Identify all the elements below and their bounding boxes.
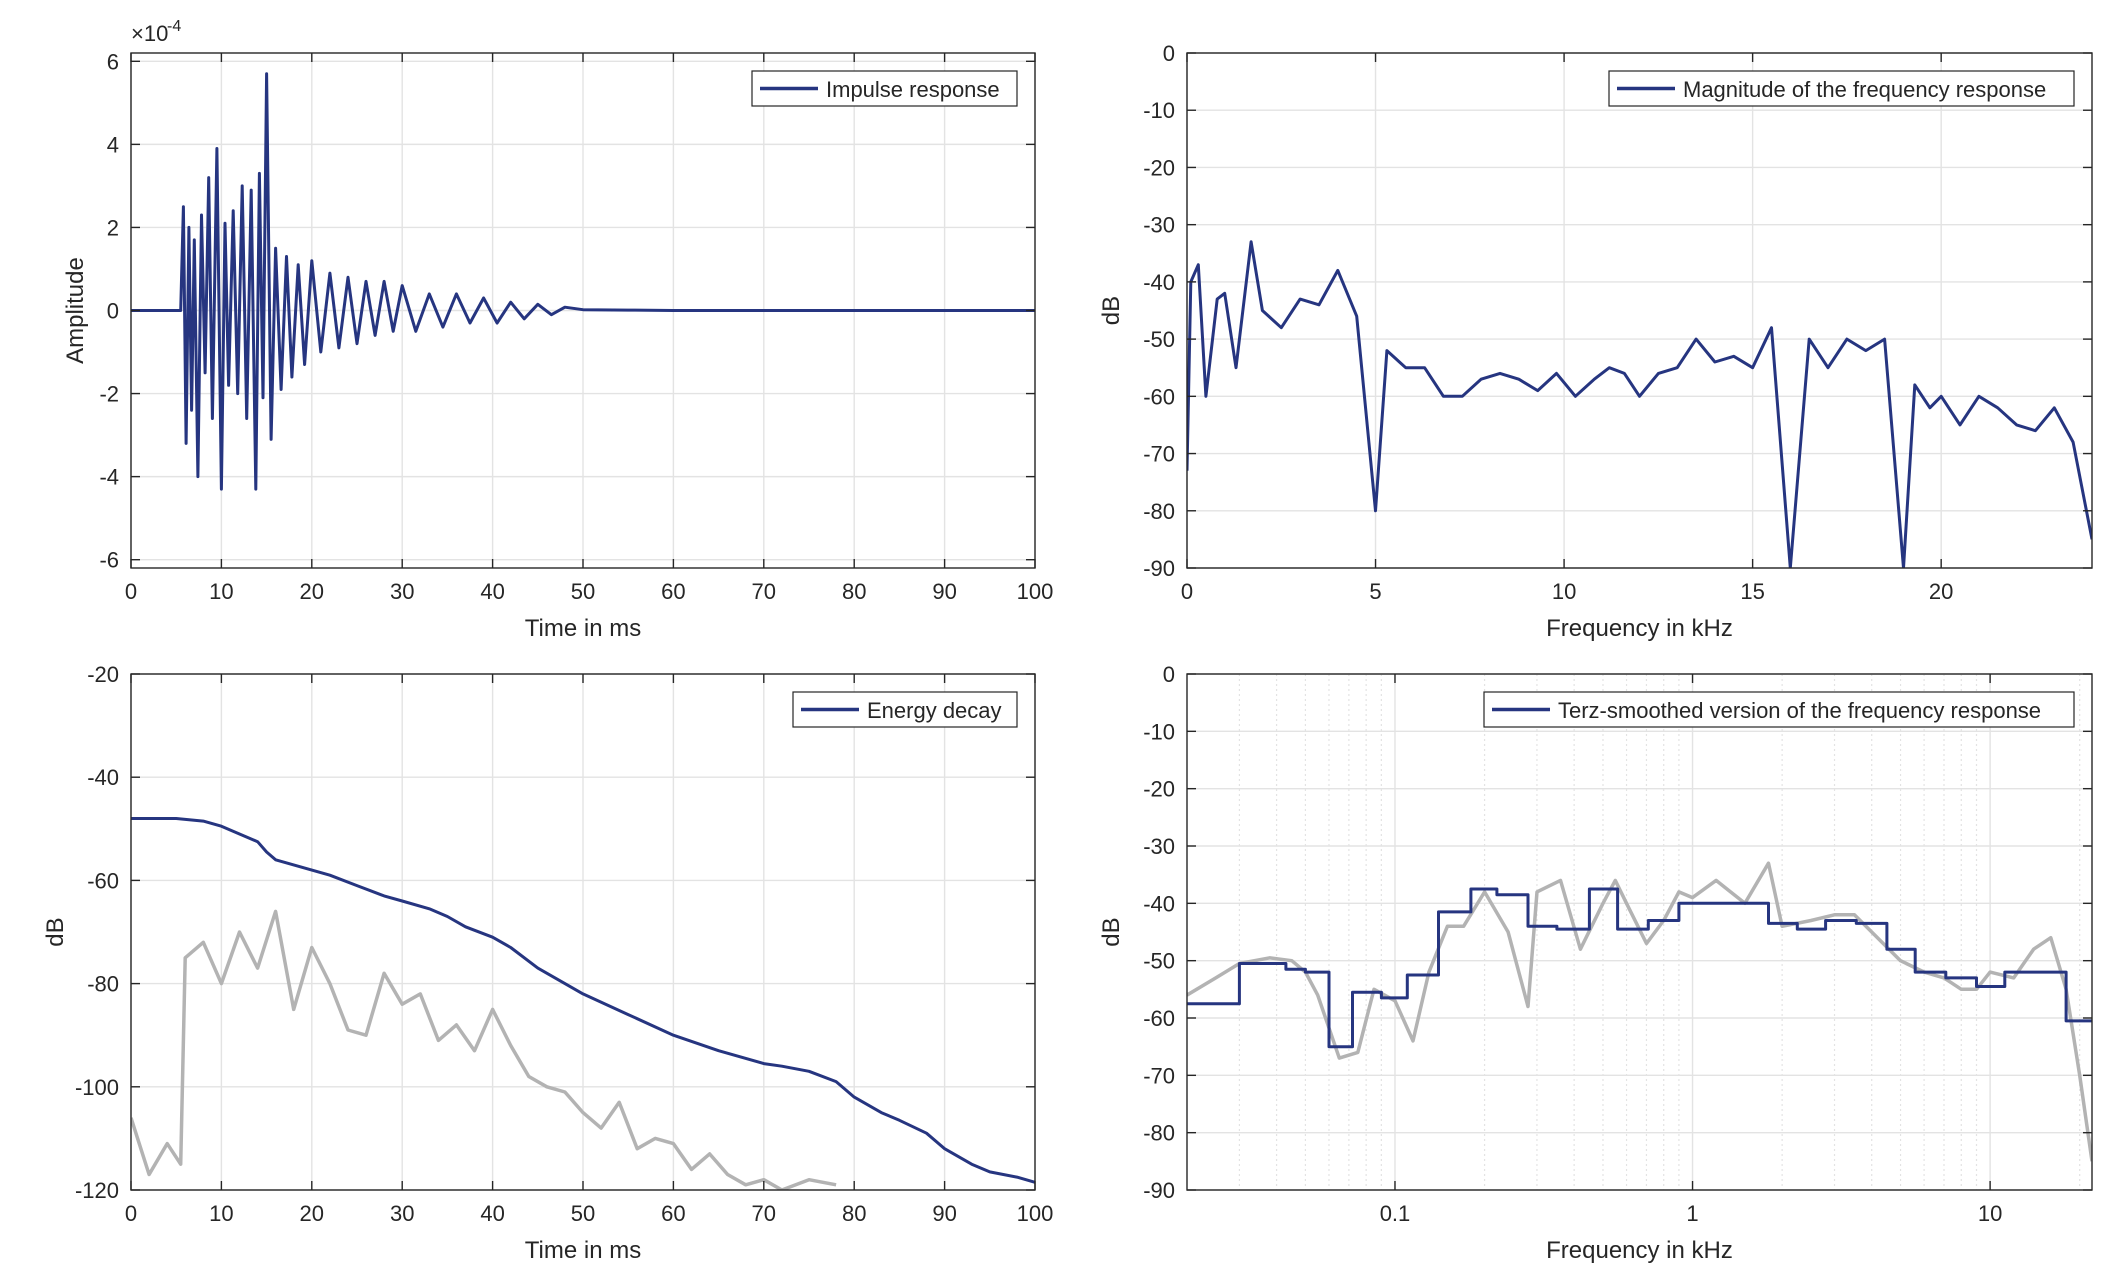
x-tick-label: 0 [1181,579,1193,604]
series-line [131,817,1035,1184]
series-line [1187,240,2092,568]
y-tick-label: -6 [99,548,119,573]
y-tick-label: -50 [1143,327,1175,352]
y-tick-label: -60 [87,868,119,893]
y-tick-label: -40 [1143,891,1175,916]
x-axis-label: Frequency in kHz [1546,615,1733,642]
y-axis-label: Amplitude [62,257,89,364]
x-tick-label: 10 [209,579,233,604]
legend-label: Energy decay [867,698,1002,723]
y-tick-label: -90 [1143,1178,1175,1203]
legend-box [1483,691,2075,728]
y-tick-label: -90 [1143,556,1175,581]
x-tick-label: 0.1 [1380,1201,1411,1226]
x-axis-label: Frequency in kHz [1546,1237,1733,1264]
y-tick-label: 0 [107,299,119,324]
reference-line [1187,861,2092,1162]
x-tick-label: 30 [390,579,414,604]
x-axis-label: Time in ms [525,1237,641,1264]
y-tick-label: -60 [1143,384,1175,409]
x-tick-label: 10 [209,1201,233,1226]
y-axis-label: dB [1098,296,1125,325]
y-tick-label: -30 [1143,213,1175,238]
y-tick-label: -70 [1143,1063,1175,1088]
y-tick-label: -70 [1143,442,1175,467]
y-axis-label: dB [1098,917,1125,946]
y-tick-label: -40 [1143,270,1175,295]
legend-label: Terz-smoothed version of the frequency r… [1558,698,2041,723]
exponent-power: -4 [167,18,181,35]
series-line [131,72,1035,491]
axes-box [1186,673,2093,1191]
x-tick-label: 50 [571,1201,595,1226]
x-tick-label: 15 [1740,579,1764,604]
x-tick-label: 60 [661,1201,685,1226]
y-tick-label: -50 [1143,949,1175,974]
y-tick-label: -100 [75,1075,119,1100]
x-tick-label: 1 [1686,1201,1698,1226]
y-tick-label: -30 [1143,834,1175,859]
y-tick-label: 4 [107,132,119,157]
legend-box [1608,70,2075,107]
x-tick-label: 30 [390,1201,414,1226]
panel-decay: 0 10 20 30 40 50 60 70 80 90 100 -20 -40 -60 -80 -100 -1… [42,662,1053,1264]
y-tick-label: -20 [1143,155,1175,180]
x-tick-label: 90 [932,579,956,604]
y-tick-label: 6 [107,49,119,74]
y-tick-label: -10 [1143,719,1175,744]
y-tick-label: 2 [107,215,119,240]
y-tick-label: -4 [99,465,119,490]
x-tick-label: 70 [752,579,776,604]
exponent-label: ×10 [131,21,168,46]
y-tick-label: -2 [99,382,119,407]
legend-label: Magnitude of the frequency response [1683,77,2046,102]
y-axis-label: dB [42,917,69,946]
y-tick-label: -60 [1143,1006,1175,1031]
y-tick-label: -20 [87,662,119,687]
x-tick-label: 40 [480,1201,504,1226]
x-tick-label: 20 [300,1201,324,1226]
y-tick-label: -20 [1143,777,1175,802]
x-tick-label: 80 [842,1201,866,1226]
reference-line [131,909,837,1190]
x-tick-label: 100 [1017,1201,1054,1226]
x-tick-label: 90 [932,1201,956,1226]
x-tick-label: 80 [842,579,866,604]
panel-magnitude: 0 5 10 15 20 0 -10 -20 -30 -40 -50 -60 -70 -80 -90 Freq… [1098,41,2093,642]
series-line [1187,887,2092,1049]
x-tick-label: 20 [1929,579,1953,604]
x-tick-label: 0 [125,579,137,604]
y-tick-label: -120 [75,1178,119,1203]
x-tick-label: 5 [1369,579,1381,604]
x-tick-label: 60 [661,579,685,604]
y-tick-label: -40 [87,765,119,790]
x-tick-label: 0 [125,1201,137,1226]
x-tick-label: 20 [300,579,324,604]
y-tick-label: -80 [1143,1121,1175,1146]
panel-terz: 0.1 1 10 0 -10 -20 -30 -40 -50 -60 -70 -80 -90 Freque… [1098,662,2093,1264]
x-tick-label: 70 [752,1201,776,1226]
legend-label: Impulse response [826,77,1000,102]
y-tick-label: 0 [1163,41,1175,66]
y-tick-label: -80 [1143,499,1175,524]
x-tick-label: 100 [1017,579,1054,604]
axes-box [1186,52,2093,569]
y-tick-label: -10 [1143,98,1175,123]
y-tick-label: 0 [1163,662,1175,687]
x-tick-label: 40 [480,579,504,604]
y-tick-label: -80 [87,972,119,997]
x-tick-label: 10 [1552,579,1576,604]
x-axis-label: Time in ms [525,615,641,642]
x-tick-label: 10 [1978,1201,2002,1226]
x-tick-label: 50 [571,579,595,604]
